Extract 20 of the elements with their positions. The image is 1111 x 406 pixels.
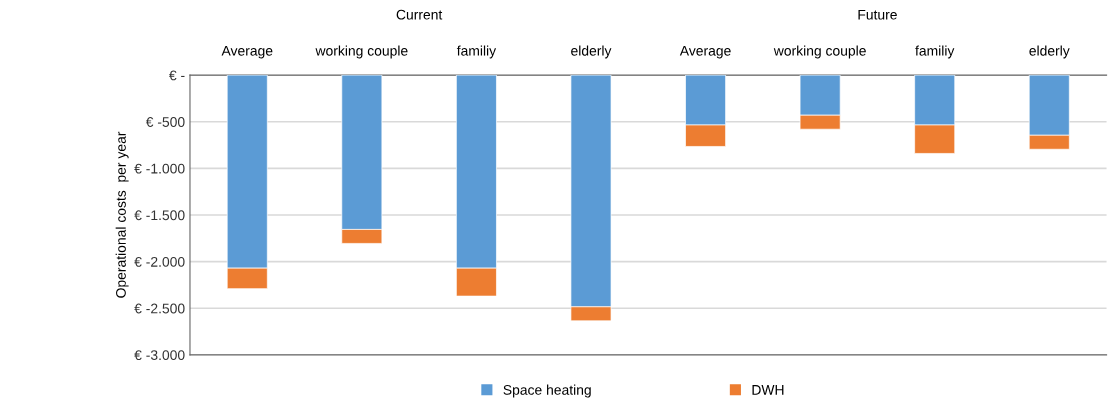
text: Future xyxy=(858,9,897,20)
x-tick-label: Average xyxy=(221,46,273,59)
y-tick-label: € -2.500 xyxy=(134,303,185,314)
x-tick-label: elderly xyxy=(571,45,612,59)
x-tick-label: familiy xyxy=(456,45,497,59)
y-axis-title: Operational costs per year xyxy=(115,131,129,298)
legend-label: Space heating xyxy=(503,384,591,398)
y-tick-label: € - xyxy=(169,70,185,81)
y-tick-label: € -1.500 xyxy=(134,210,185,221)
legend-label: DWH xyxy=(752,385,784,395)
x-tick-label: working couple xyxy=(773,45,866,59)
x-tick-label: working couple xyxy=(315,45,408,59)
x-tick-label: elderly xyxy=(1029,45,1070,59)
y-tick-label: € -1.000 xyxy=(134,163,185,174)
y-tick-label: € -2.000 xyxy=(134,256,185,267)
text: Current xyxy=(396,9,443,20)
x-tick-label: familiy xyxy=(915,45,955,59)
y-tick-label: € -500 xyxy=(145,117,185,127)
x-tick-label: Average xyxy=(679,46,731,59)
y-tick-label: € -3.000 xyxy=(134,350,185,361)
